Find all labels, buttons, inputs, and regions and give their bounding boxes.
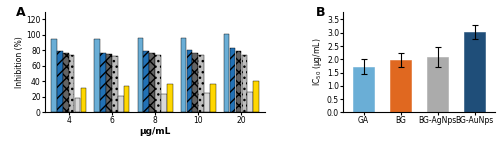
Bar [112,56,117,112]
Bar [192,53,198,112]
Bar [242,55,247,112]
Text: A: A [16,6,26,19]
Bar [390,60,411,112]
Bar [224,34,230,112]
Bar [75,98,80,112]
Bar [230,48,235,112]
Bar [69,55,74,112]
Bar [248,92,253,112]
Bar [254,81,259,112]
Text: B: B [316,6,326,19]
Bar [100,53,106,112]
Bar [464,32,485,112]
Bar [124,86,130,112]
Bar [144,51,149,112]
Bar [118,96,124,112]
Bar [427,57,448,112]
Bar [155,55,161,112]
Bar [236,51,241,112]
Y-axis label: IC$_{50}$ (μg/mL): IC$_{50}$ (μg/mL) [311,38,324,86]
Bar [80,88,86,112]
Bar [167,84,172,112]
Bar [51,39,57,112]
Bar [138,38,143,112]
Bar [180,38,186,112]
Bar [150,53,155,112]
Y-axis label: Inhibition (%): Inhibition (%) [14,36,24,88]
Bar [186,50,192,112]
Bar [57,51,62,112]
Bar [198,55,204,112]
Bar [210,84,216,112]
Bar [161,94,166,112]
Bar [106,54,112,112]
Bar [204,93,210,112]
Bar [63,53,68,112]
Bar [94,39,100,112]
Bar [353,67,374,112]
X-axis label: μg/mL: μg/mL [140,127,170,136]
